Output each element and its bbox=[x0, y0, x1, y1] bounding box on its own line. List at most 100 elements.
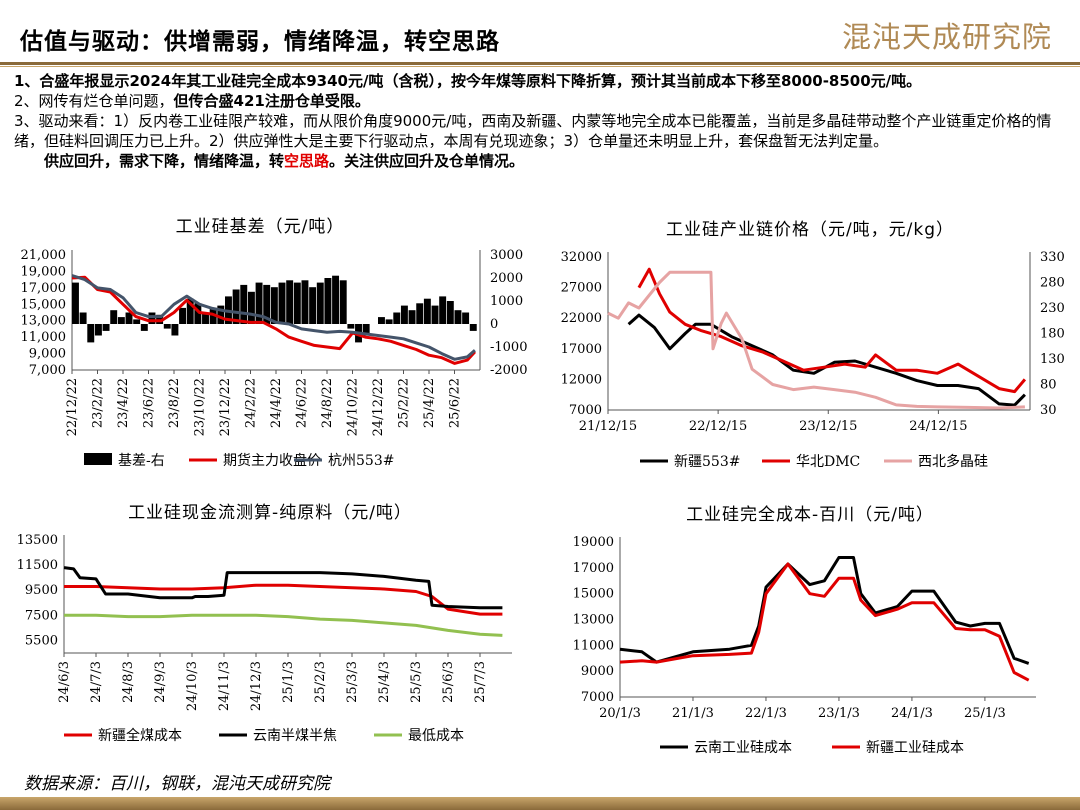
y-tick-label: 17000 bbox=[561, 342, 602, 357]
x-tick-label: 23/8/22 bbox=[167, 378, 182, 428]
x-tick-label: 22/12/22 bbox=[65, 378, 80, 436]
x-tick-label: 25/4/22 bbox=[422, 378, 437, 428]
basis-bar bbox=[217, 305, 225, 324]
legend-label: 杭州553# bbox=[328, 453, 394, 469]
basis-bar bbox=[393, 312, 401, 324]
basis-bar bbox=[462, 312, 470, 324]
basis-bar bbox=[385, 319, 393, 324]
y2-tick-label: 2000 bbox=[490, 271, 523, 286]
legend-label: 最低成本 bbox=[408, 728, 464, 744]
basis-bar bbox=[171, 324, 179, 336]
y-tick-label: 32000 bbox=[561, 250, 602, 265]
y-tick-label: 13500 bbox=[17, 533, 58, 548]
basis-bar bbox=[416, 303, 424, 324]
basis-bar bbox=[87, 324, 95, 343]
basis-bar bbox=[163, 324, 171, 329]
note-4: 供应回升，需求下降，情绪降温，转空思路。关注供应回升及仓单情况。 bbox=[14, 151, 1074, 171]
x-tick-label: 20/1/3 bbox=[599, 706, 641, 721]
legend-label: 新疆553# bbox=[674, 454, 740, 470]
y-tick-label: 11,000 bbox=[21, 330, 67, 345]
basis-bar bbox=[140, 324, 148, 331]
y-tick-label: 7,000 bbox=[29, 363, 66, 378]
x-tick-label: 21/12/15 bbox=[579, 419, 637, 434]
x-tick-label: 23/10/22 bbox=[193, 378, 208, 436]
y-tick-label: 22000 bbox=[561, 311, 602, 326]
x-tick-label: 24/7/3 bbox=[89, 661, 104, 703]
y-tick-label: 13,000 bbox=[21, 314, 67, 329]
brand-logo: 混沌天成研究院 bbox=[841, 20, 1052, 54]
x-tick-label: 23/1/3 bbox=[818, 706, 860, 721]
y-tick-label: 17000 bbox=[573, 561, 614, 576]
chart1-title: 工业硅基差（元/吨） bbox=[175, 217, 345, 237]
x-tick-label: 25/6/3 bbox=[441, 661, 456, 703]
legend-label: 新疆工业硅成本 bbox=[866, 740, 964, 756]
chart2-title: 工业硅产业链价格（元/吨，元/kg） bbox=[665, 220, 955, 240]
basis-bar bbox=[469, 324, 477, 331]
page-title: 估值与驱动：供增需弱，情绪降温，转空思路 bbox=[20, 29, 500, 55]
y-tick-label: 12000 bbox=[561, 372, 602, 387]
x-tick-label: 24/11/3 bbox=[217, 661, 232, 711]
basis-bar bbox=[293, 282, 301, 324]
y-tick-label: 15,000 bbox=[21, 297, 67, 312]
y-tick-label: 9500 bbox=[25, 583, 58, 598]
x-tick-label: 23/12/15 bbox=[799, 419, 857, 434]
y-tick-label: 7000 bbox=[581, 690, 614, 705]
y-tick-label: 15000 bbox=[573, 587, 614, 602]
y-tick-label: 21,000 bbox=[21, 248, 67, 263]
y2-tick-label: 330 bbox=[1040, 250, 1065, 265]
x-tick-label: 24/6/3 bbox=[57, 661, 72, 703]
header-divider-thin bbox=[0, 66, 1080, 67]
y2-tick-label: 3000 bbox=[490, 248, 523, 263]
y2-tick-label: 0 bbox=[490, 317, 498, 332]
basis-bar bbox=[439, 296, 447, 324]
header-divider bbox=[0, 62, 1080, 65]
basis-bar bbox=[408, 310, 416, 324]
y2-tick-label: 1000 bbox=[490, 294, 523, 309]
series-line bbox=[71, 275, 477, 365]
basis-bar bbox=[347, 324, 355, 329]
x-tick-label: 24/1/3 bbox=[891, 706, 933, 721]
y-tick-label: 9000 bbox=[581, 664, 614, 679]
y2-tick-label: 130 bbox=[1040, 352, 1065, 367]
basis-bar bbox=[339, 280, 347, 324]
chart2-chain-prices: 32000 27000 22000 17000 12000 7000 330 280 230 18… bbox=[561, 250, 1065, 470]
legend-swatch bbox=[84, 453, 112, 465]
x-tick-label: 25/4/3 bbox=[377, 661, 392, 703]
legend-label: 新疆全煤成本 bbox=[98, 727, 182, 744]
x-tick-label: 24/10/3 bbox=[185, 661, 200, 711]
y-tick-label: 13000 bbox=[573, 613, 614, 628]
basis-bar bbox=[148, 312, 156, 324]
note-1-a: 1、合盛年报显示 bbox=[14, 72, 130, 90]
y-tick-label: 9,000 bbox=[29, 347, 66, 362]
x-tick-label: 24/6/22 bbox=[295, 378, 310, 428]
y2-tick-label: -1000 bbox=[490, 340, 527, 355]
basis-bar bbox=[202, 312, 209, 324]
note-3: 3、驱动来看：1）反内卷工业硅限产较难，而从限价角度9000元/吨，西南及新疆、… bbox=[14, 112, 1052, 150]
x-tick-label: 25/1/3 bbox=[281, 661, 296, 703]
chart4-title: 工业硅完全成本-百川（元/吨） bbox=[686, 505, 934, 525]
x-tick-label: 25/6/22 bbox=[448, 378, 463, 428]
x-tick-label: 24/4/22 bbox=[269, 378, 284, 428]
x-tick-label: 22/12/15 bbox=[689, 419, 747, 434]
x-tick-label: 24/12/15 bbox=[909, 419, 967, 434]
x-tick-label: 24/10/22 bbox=[346, 378, 361, 436]
note-2-a: 2、网传有烂仓单问题， bbox=[14, 92, 174, 110]
series-line bbox=[627, 313, 1026, 407]
y-tick-label: 19,000 bbox=[21, 264, 67, 279]
series-line bbox=[607, 270, 1025, 410]
series-line bbox=[64, 613, 503, 637]
x-tick-label: 24/8/3 bbox=[121, 661, 136, 703]
y-tick-label: 19000 bbox=[573, 535, 614, 550]
basis-bar bbox=[94, 324, 102, 336]
x-tick-label: 25/7/3 bbox=[473, 661, 488, 703]
chart3-cashflow: 13500 11500 9500 7500 5500 24/6/3 24/7/3 24/8/3… bbox=[17, 533, 512, 744]
x-tick-label: 24/9/3 bbox=[153, 661, 168, 703]
series-line bbox=[64, 583, 503, 616]
x-tick-label: 25/5/3 bbox=[409, 661, 424, 703]
legend-label: 云南工业硅成本 bbox=[694, 740, 792, 756]
basis-bar bbox=[186, 298, 194, 324]
series-line bbox=[619, 562, 1030, 682]
x-tick-label: 25/2/22 bbox=[397, 378, 412, 428]
legend-label: 西北多晶硅 bbox=[918, 453, 988, 470]
